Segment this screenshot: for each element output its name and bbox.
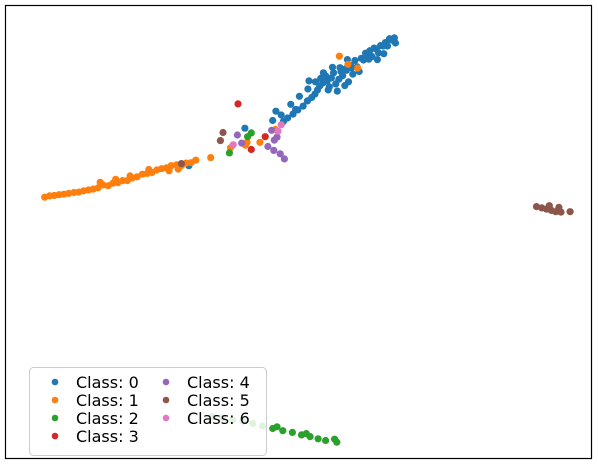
- point-class-1-38: [174, 165, 182, 173]
- point-class-1-45: [344, 60, 352, 68]
- point-class-1-35: [126, 172, 134, 180]
- point-class-5-2: [177, 160, 185, 168]
- point-class-2-15: [322, 436, 330, 445]
- point-class-4-1: [238, 139, 246, 147]
- point-class-1-32: [207, 154, 215, 162]
- point-class-0-46: [391, 39, 400, 47]
- point-class-0-67: [295, 92, 303, 100]
- point-class-5-9: [566, 208, 574, 216]
- point-class-1-44: [335, 52, 343, 60]
- point-class-0-27: [351, 56, 359, 65]
- point-class-1-46: [354, 64, 362, 72]
- legend-marker-class-2: [51, 414, 59, 422]
- point-class-0-42: [383, 42, 392, 50]
- point-class-0-53: [287, 100, 295, 108]
- point-class-0-59: [365, 55, 373, 63]
- point-class-0-61: [380, 50, 388, 58]
- point-class-1-41: [243, 138, 251, 146]
- legend-marker-class-4: [162, 378, 170, 386]
- point-class-0-66: [304, 85, 312, 93]
- point-class-2-17: [333, 438, 341, 446]
- point-class-0-18: [333, 87, 341, 95]
- point-class-0-60: [373, 56, 381, 64]
- point-class-5-0: [219, 128, 227, 137]
- point-class-5-1: [216, 137, 224, 145]
- legend-marker-class-5: [162, 396, 170, 404]
- point-class-6-2: [277, 121, 285, 129]
- point-class-5-11: [555, 203, 563, 211]
- point-class-0-64: [324, 86, 332, 94]
- point-class-0-63: [336, 64, 344, 72]
- legend-marker-class-1: [51, 396, 59, 404]
- point-class-3-2: [247, 145, 255, 154]
- point-class-0-54: [277, 111, 285, 119]
- point-class-0-16: [330, 69, 338, 77]
- point-class-2-11: [288, 428, 296, 436]
- point-class-4-6: [268, 126, 276, 134]
- legend-label-class-4: Class: 4: [187, 373, 250, 392]
- legend-box: [29, 367, 267, 456]
- point-class-0-65: [319, 69, 327, 77]
- point-class-0-4: [299, 102, 307, 110]
- point-class-1-34: [112, 175, 120, 183]
- legend-marker-class-6: [162, 414, 170, 422]
- point-class-4-8: [270, 136, 278, 144]
- point-class-1-31: [192, 156, 200, 164]
- legend-label-class-6: Class: 6: [187, 409, 250, 428]
- point-class-0-55: [272, 107, 280, 115]
- legend: Class: 0 Class: 1 Class: 2 Class: 3 Clas…: [29, 367, 267, 456]
- point-class-4-4: [276, 150, 284, 158]
- point-class-2-2: [225, 149, 233, 157]
- point-class-1-33: [96, 178, 104, 186]
- point-class-4-0: [233, 131, 241, 139]
- point-class-1-37: [165, 167, 173, 175]
- point-class-6-0: [229, 141, 237, 149]
- point-class-0-24: [344, 78, 353, 86]
- point-class-2-14: [314, 435, 322, 443]
- point-class-1-5: [65, 189, 73, 197]
- point-class-0-26: [349, 70, 357, 78]
- point-class-2-1: [244, 133, 252, 141]
- legend-label-class-2: Class: 2: [76, 409, 139, 428]
- legend-label-class-0: Class: 0: [76, 373, 139, 392]
- legend-label-class-3: Class: 3: [76, 427, 139, 446]
- point-class-0-57: [241, 124, 249, 132]
- point-class-0-51: [305, 77, 313, 85]
- point-class-0-1: [284, 114, 292, 122]
- point-class-6-1: [274, 127, 282, 135]
- legend-label-class-5: Class: 5: [187, 391, 250, 410]
- point-class-5-10: [545, 202, 553, 210]
- points-layer: [41, 34, 574, 446]
- point-class-0-21: [339, 72, 347, 80]
- point-class-3-0: [234, 100, 242, 108]
- point-class-2-18: [273, 423, 281, 431]
- point-class-0-50: [311, 78, 319, 86]
- point-class-3-1: [261, 133, 269, 141]
- point-class-4-2: [264, 142, 272, 151]
- point-class-2-19: [302, 430, 310, 438]
- point-class-0-56: [269, 116, 277, 125]
- point-class-4-5: [280, 155, 288, 163]
- point-class-1-36: [145, 165, 153, 174]
- point-class-4-3: [270, 146, 278, 154]
- point-class-0-52: [292, 105, 300, 114]
- legend-marker-class-3: [51, 432, 59, 440]
- legend-label-class-1: Class: 1: [76, 391, 139, 410]
- point-class-2-10: [279, 427, 287, 435]
- point-class-0-49: [328, 63, 337, 71]
- legend-marker-class-0: [51, 378, 59, 386]
- point-class-0-38: [374, 49, 382, 57]
- point-class-0-31: [359, 56, 368, 64]
- point-class-1-42: [256, 138, 264, 146]
